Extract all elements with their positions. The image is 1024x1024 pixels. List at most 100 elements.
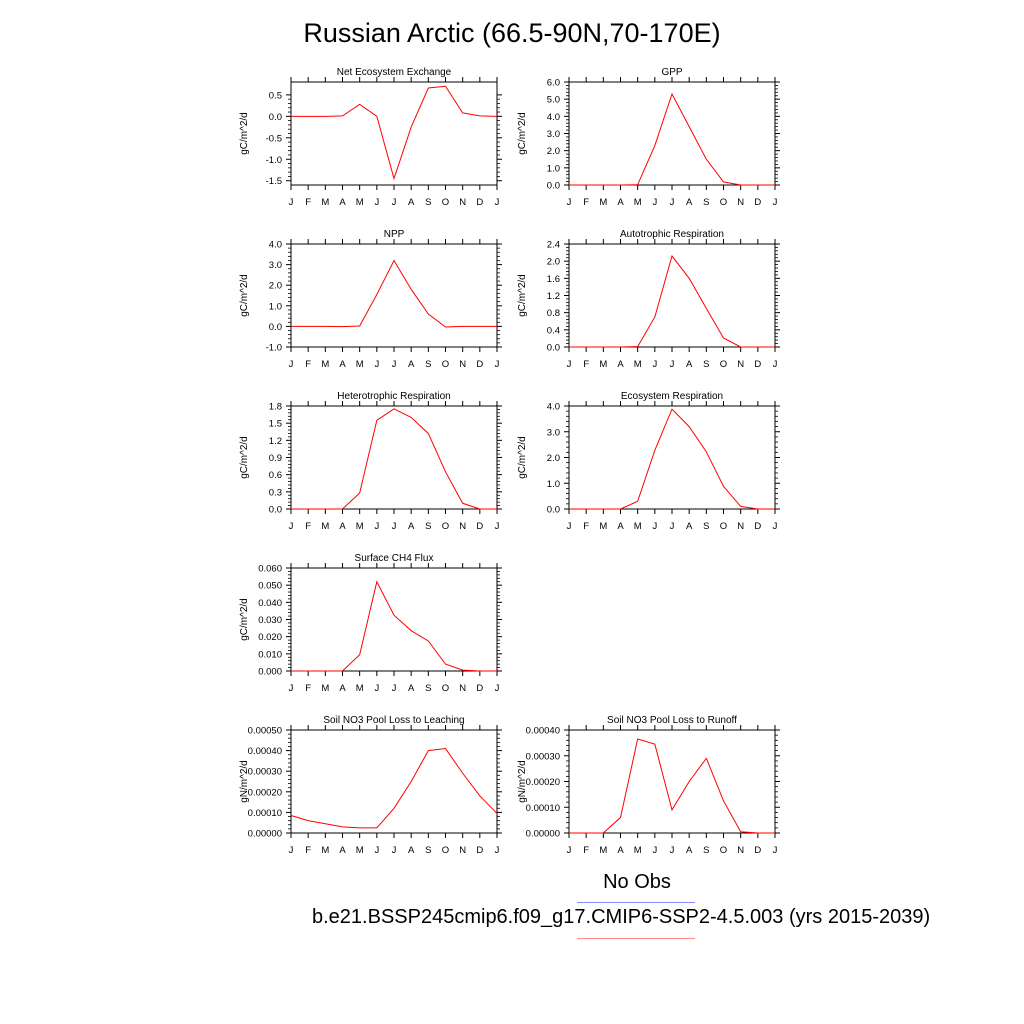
chart-1-ytick-label: 0.5 <box>269 90 282 101</box>
chart-2-xtick-label: N <box>737 197 744 208</box>
chart-2-ytick-label: 4.0 <box>547 112 560 123</box>
chart-4-xtick-label: J <box>652 359 657 370</box>
chart-8-ytick-label: 0.00000 <box>248 829 282 840</box>
chart-8-xtick-label: D <box>476 845 483 856</box>
chart-7-xtick-label: F <box>305 683 311 694</box>
chart-9-xtick-label: J <box>773 845 778 856</box>
chart-7-title: Surface CH4 Flux <box>355 553 434 564</box>
chart-5-xtick-label: J <box>289 521 294 532</box>
chart-3-xtick-label: S <box>425 359 431 370</box>
chart-2-ytick-label: 3.0 <box>547 129 560 140</box>
chart-8-ytick-label: 0.00050 <box>248 726 282 737</box>
chart-9-ytick-label: 0.00020 <box>526 777 560 788</box>
chart-8-ytick-label: 0.00020 <box>248 787 282 798</box>
chart-6-xtick-label: F <box>583 521 589 532</box>
chart-6-title: Ecosystem Respiration <box>621 391 723 402</box>
chart-4-xtick-label: D <box>754 359 761 370</box>
chart-5-ytick-label: 1.5 <box>269 419 282 430</box>
chart-5-ytick-label: 0.3 <box>269 487 282 498</box>
chart-7-ytick-label: 0.000 <box>258 667 282 678</box>
chart-3-ytick-label: 2.0 <box>269 281 282 292</box>
chart-1-xtick-label: D <box>476 197 483 208</box>
chart-8-ylabel: gN/m^2/d <box>239 760 250 803</box>
chart-1-xtick-label: F <box>305 197 311 208</box>
chart-8-xtick-label: J <box>392 845 397 856</box>
chart-3-ytick-label: 3.0 <box>269 260 282 271</box>
chart-6-ytick-label: 1.0 <box>547 479 560 490</box>
chart-5-ytick-label: 0.0 <box>269 505 282 516</box>
chart-8-xtick-label: N <box>459 845 466 856</box>
chart-9-title: Soil NO3 Pool Loss to Runoff <box>607 715 737 726</box>
chart-4-ytick-label: 0.4 <box>547 325 560 336</box>
chart-5-xtick-label: O <box>442 521 449 532</box>
chart-2-xtick-label: A <box>617 197 624 208</box>
chart-3-xtick-label: A <box>339 359 346 370</box>
chart-8-xtick-label: A <box>339 845 346 856</box>
chart-7-ytick-label: 0.040 <box>258 598 282 609</box>
chart-1-title: Net Ecosystem Exchange <box>337 67 452 78</box>
chart-9-series-line <box>569 738 775 834</box>
chart-4-xtick-label: N <box>737 359 744 370</box>
chart-4-xtick-label: S <box>703 359 709 370</box>
chart-3-xtick-label: J <box>392 359 397 370</box>
chart-1-ylabel: gC/m^2/d <box>239 112 250 155</box>
chart-5-xtick-label: N <box>459 521 466 532</box>
chart-1-xtick-label: A <box>408 197 415 208</box>
chart-9-ylabel: gN/m^2/d <box>517 760 528 803</box>
chart-6-frame <box>568 405 776 510</box>
chart-9-xtick-label: O <box>720 845 727 856</box>
chart-1-xtick-label: M <box>321 197 329 208</box>
main-title: Russian Arctic (66.5-90N,70-170E) <box>303 18 721 48</box>
chart-6-xtick-label: S <box>703 521 709 532</box>
chart-9-ytick-label: 0.00040 <box>526 726 560 737</box>
chart-1-xtick-label: J <box>392 197 397 208</box>
chart-3-frame <box>290 243 498 348</box>
chart-9-ytick-label: 0.00030 <box>526 751 560 762</box>
chart-8-xtick-label: F <box>305 845 311 856</box>
chart-1-ytick-label: 0.0 <box>269 112 282 123</box>
chart-1-xtick-label: J <box>289 197 294 208</box>
chart-9-xtick-label: J <box>652 845 657 856</box>
chart-4-xtick-label: M <box>599 359 607 370</box>
chart-9-ytick-label: 0.00010 <box>526 803 560 814</box>
chart-7-xtick-label: J <box>289 683 294 694</box>
chart-5-xtick-label: D <box>476 521 483 532</box>
chart-5-ytick-label: 1.8 <box>269 402 282 413</box>
chart-7-xtick-label: S <box>425 683 431 694</box>
chart-7-xtick-label: M <box>356 683 364 694</box>
chart-2-ytick-label: 2.0 <box>547 146 560 157</box>
chart-2-ytick-label: 1.0 <box>547 163 560 174</box>
chart-4-xtick-label: J <box>773 359 778 370</box>
chart-8-xtick-label: J <box>374 845 379 856</box>
chart-3-ytick-label: 4.0 <box>269 240 282 251</box>
legend-model-label: b.e21.BSSP245cmip6.f09_g17.CMIP6-SSP2-4.… <box>312 906 931 928</box>
chart-2-xtick-label: O <box>720 197 727 208</box>
chart-4-ytick-label: 0.0 <box>547 343 560 354</box>
chart-2-xtick-label: M <box>599 197 607 208</box>
legend-model-line <box>577 938 695 939</box>
chart-2-ytick-label: 6.0 <box>547 78 560 89</box>
chart-2-ytick-label: 0.0 <box>547 181 560 192</box>
chart-3-xtick-label: J <box>289 359 294 370</box>
chart-4-xtick-label: J <box>670 359 675 370</box>
chart-8-xtick-label: J <box>495 845 500 856</box>
chart-5-frame <box>290 405 498 510</box>
chart-6-ytick-label: 2.0 <box>547 453 560 464</box>
chart-9-xtick-label: A <box>686 845 693 856</box>
chart-3-title: NPP <box>384 229 405 240</box>
chart-5-xtick-label: A <box>339 521 346 532</box>
chart-3-xtick-label: D <box>476 359 483 370</box>
chart-6-xtick-label: D <box>754 521 761 532</box>
chart-2-xtick-label: J <box>670 197 675 208</box>
chart-9-xtick-label: S <box>703 845 709 856</box>
chart-2-frame <box>568 81 776 186</box>
chart-5-xtick-label: A <box>408 521 415 532</box>
chart-6-ytick-label: 4.0 <box>547 402 560 413</box>
chart-7-ytick-label: 0.060 <box>258 564 282 575</box>
chart-2-xtick-label: S <box>703 197 709 208</box>
chart-7-xtick-label: O <box>442 683 449 694</box>
chart-5-ytick-label: 0.6 <box>269 470 282 481</box>
chart-1-series-line <box>291 85 498 181</box>
chart-2-series-line <box>569 92 775 186</box>
chart-1-ytick-label: -1.5 <box>266 176 282 187</box>
